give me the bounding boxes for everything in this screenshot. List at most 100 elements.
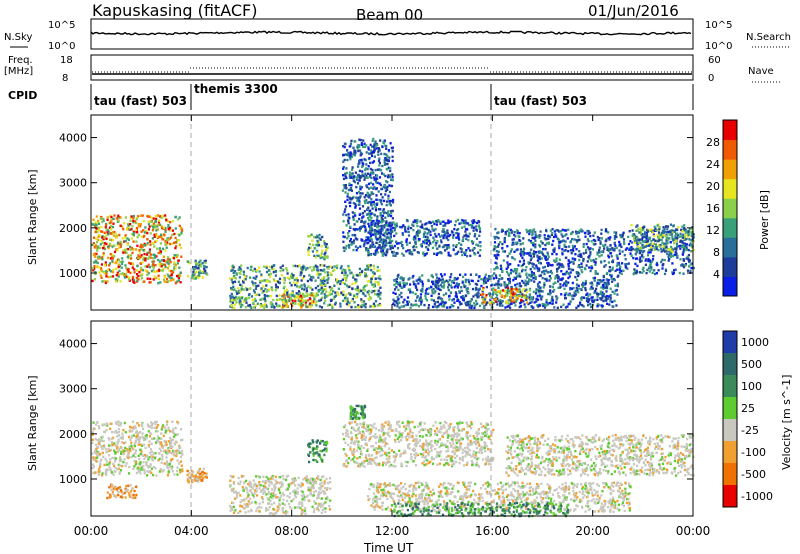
echo-cell <box>363 199 366 202</box>
echo-cell <box>237 280 240 283</box>
echo-cell <box>231 264 234 267</box>
echo-cell <box>173 254 176 257</box>
echo-cell <box>126 237 129 240</box>
echo-cell <box>105 429 108 432</box>
echo-cell <box>564 256 567 259</box>
echo-cell <box>504 290 507 293</box>
echo-cell <box>679 258 682 261</box>
echo-cell <box>147 471 150 474</box>
echo-cell <box>354 237 357 240</box>
echo-cell <box>334 291 337 294</box>
echo-cell <box>446 246 449 249</box>
echo-cell <box>150 224 154 227</box>
echo-cell <box>298 285 301 289</box>
echo-cell <box>384 216 387 219</box>
echo-cell <box>170 446 173 449</box>
echo-cell <box>351 166 354 169</box>
echo-cell <box>598 255 601 258</box>
echo-cell <box>380 169 383 172</box>
echo-cell <box>494 288 497 292</box>
echo-cell <box>521 252 524 255</box>
echo-cell <box>95 227 98 230</box>
echo-cell <box>347 151 350 155</box>
echo-cell <box>434 244 437 247</box>
echo-cell <box>367 212 370 216</box>
echo-cell <box>93 246 96 249</box>
echo-cell <box>369 173 372 176</box>
echo-cell <box>342 153 345 157</box>
echo-cell <box>120 452 123 455</box>
echo-cell <box>365 247 368 250</box>
echo-cell <box>127 222 130 226</box>
echo-cell <box>344 153 347 156</box>
echo-cell <box>670 253 673 256</box>
echo-cell <box>407 230 410 234</box>
echo-cell <box>254 304 257 307</box>
echo-cell <box>367 264 370 267</box>
echo-cell <box>439 283 442 287</box>
echo-cell <box>377 295 380 298</box>
echo-cell <box>431 246 434 250</box>
echo-cell <box>385 158 388 161</box>
echo-cell <box>372 271 375 274</box>
echo-cell <box>460 226 464 229</box>
echo-cell <box>373 176 376 179</box>
echo-cell <box>375 219 378 222</box>
echo-cell <box>623 242 626 246</box>
echo-cell <box>494 246 498 249</box>
echo-cell <box>148 251 151 254</box>
echo-cell <box>350 139 353 143</box>
echo-cell <box>619 235 623 239</box>
echo-cell <box>249 276 252 279</box>
echo-cell <box>374 207 377 210</box>
echo-cell <box>366 191 369 195</box>
echo-cell <box>559 263 562 267</box>
echo-cell <box>506 291 509 295</box>
echo-cell <box>532 263 535 266</box>
echo-cell <box>483 300 486 303</box>
echo-cell <box>661 241 664 245</box>
echo-cell <box>689 239 692 242</box>
echo-cell <box>111 238 114 242</box>
echo-cell <box>171 229 174 232</box>
echo-cell <box>314 256 318 259</box>
echo-cell <box>379 297 382 300</box>
echo-cell <box>115 280 118 283</box>
echo-cell <box>530 300 533 304</box>
echo-cell <box>346 297 349 300</box>
echo-cell <box>124 239 127 243</box>
echo-cell <box>463 285 466 289</box>
echo-cell <box>680 228 683 232</box>
echo-cell <box>416 279 419 282</box>
echo-cell <box>521 279 524 283</box>
echo-cell <box>263 306 266 309</box>
echo-cell <box>357 162 360 166</box>
echo-cell <box>109 232 113 235</box>
echo-cell <box>280 274 284 277</box>
echo-cell <box>496 282 499 286</box>
echo-cell <box>364 274 367 278</box>
echo-cell <box>308 242 311 246</box>
echo-cell <box>230 292 233 296</box>
echo-cell <box>584 288 587 292</box>
echo-cell <box>347 267 350 270</box>
echo-cell <box>283 281 286 285</box>
echo-cell <box>679 239 682 242</box>
echo-cell <box>375 147 378 150</box>
echo-cell <box>326 281 329 284</box>
echo-cell <box>556 263 559 266</box>
echo-cell <box>436 252 439 255</box>
echo-cell <box>417 278 420 281</box>
echo-cell <box>657 248 660 252</box>
echo-cell <box>446 229 449 232</box>
echo-region-8 <box>480 286 532 305</box>
echo-cell <box>156 228 159 231</box>
echo-cell <box>316 236 319 239</box>
echo-cell <box>578 258 581 262</box>
echo-cell <box>496 294 499 297</box>
echo-cell <box>106 218 109 222</box>
echo-cell <box>428 239 431 243</box>
echo-cell <box>362 244 366 248</box>
echo-cell <box>123 421 126 425</box>
echo-cell <box>616 262 619 265</box>
